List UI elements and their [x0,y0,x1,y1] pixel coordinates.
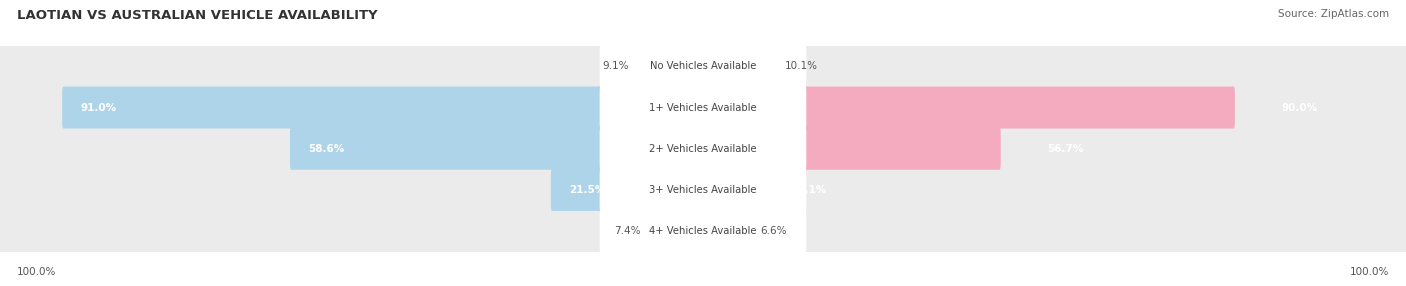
FancyBboxPatch shape [62,87,704,128]
Text: Source: ZipAtlas.com: Source: ZipAtlas.com [1278,9,1389,19]
Text: 58.6%: 58.6% [308,144,344,154]
Text: 20.1%: 20.1% [790,185,827,195]
Text: 90.0%: 90.0% [1282,103,1319,112]
FancyBboxPatch shape [600,87,1234,128]
FancyBboxPatch shape [638,47,704,85]
FancyBboxPatch shape [599,43,807,90]
FancyBboxPatch shape [600,128,1001,170]
FancyBboxPatch shape [0,161,1406,219]
Text: 100.0%: 100.0% [1350,267,1389,277]
Text: 1+ Vehicles Available: 1+ Vehicles Available [650,103,756,112]
FancyBboxPatch shape [0,120,1406,178]
FancyBboxPatch shape [703,47,775,85]
FancyBboxPatch shape [551,169,704,211]
Text: 10.1%: 10.1% [785,61,817,71]
FancyBboxPatch shape [0,37,1406,95]
Text: 9.1%: 9.1% [602,61,628,71]
FancyBboxPatch shape [599,208,807,254]
FancyBboxPatch shape [600,169,744,211]
FancyBboxPatch shape [599,84,807,131]
Text: 56.7%: 56.7% [1047,144,1084,154]
Text: 91.0%: 91.0% [82,103,117,112]
Text: LAOTIAN VS AUSTRALIAN VEHICLE AVAILABILITY: LAOTIAN VS AUSTRALIAN VEHICLE AVAILABILI… [17,9,377,21]
FancyBboxPatch shape [703,212,751,250]
Text: 7.4%: 7.4% [614,226,641,236]
Text: 3+ Vehicles Available: 3+ Vehicles Available [650,185,756,195]
Text: 21.5%: 21.5% [569,185,606,195]
FancyBboxPatch shape [0,202,1406,260]
FancyBboxPatch shape [599,167,807,213]
FancyBboxPatch shape [650,212,704,250]
FancyBboxPatch shape [0,79,1406,136]
Text: No Vehicles Available: No Vehicles Available [650,61,756,71]
Text: 100.0%: 100.0% [17,267,56,277]
FancyBboxPatch shape [290,128,704,170]
Text: 2+ Vehicles Available: 2+ Vehicles Available [650,144,756,154]
FancyBboxPatch shape [599,126,807,172]
Text: 4+ Vehicles Available: 4+ Vehicles Available [650,226,756,236]
Text: 6.6%: 6.6% [759,226,786,236]
